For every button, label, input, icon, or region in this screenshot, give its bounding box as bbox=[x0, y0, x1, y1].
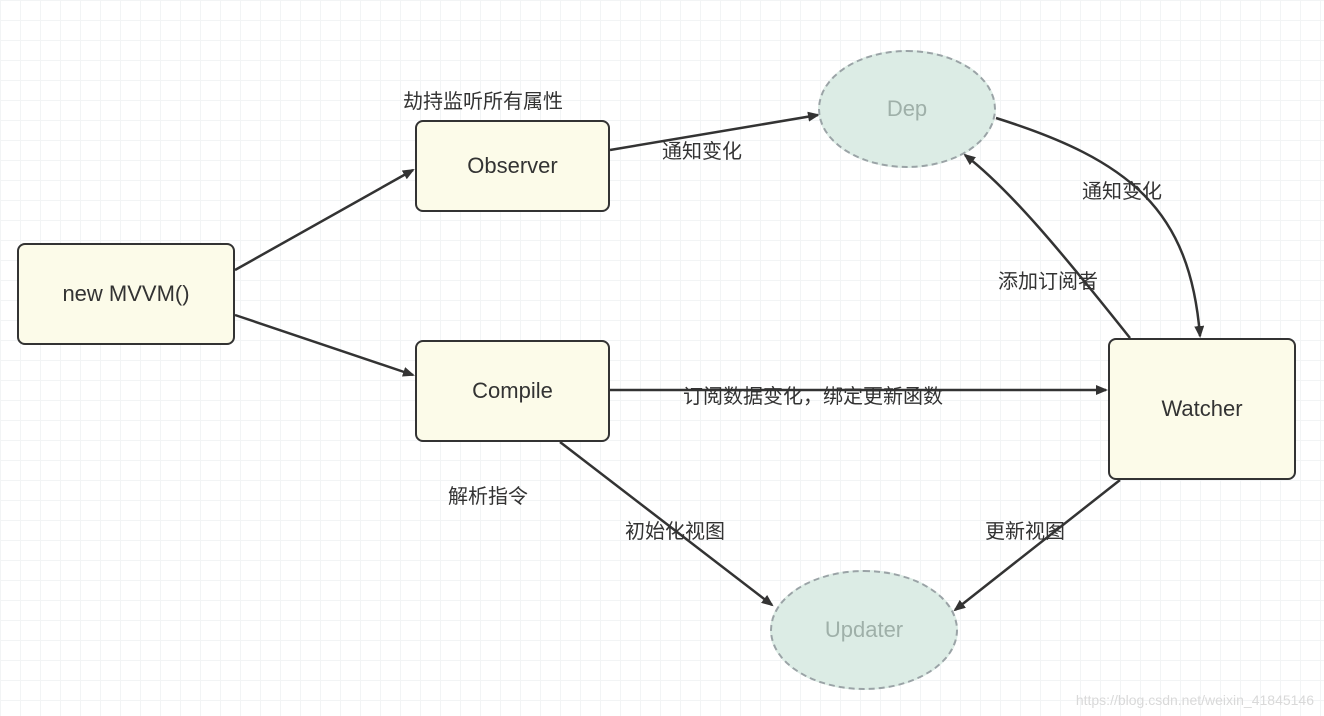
node-dep-label: Dep bbox=[887, 96, 927, 122]
node-updater: Updater bbox=[770, 570, 958, 690]
node-observer-label: Observer bbox=[467, 153, 557, 179]
node-compile-label: Compile bbox=[472, 378, 553, 404]
edge-mvvm-observer bbox=[235, 170, 413, 270]
label-notify-change-1: 通知变化 bbox=[662, 135, 742, 164]
node-mvvm-label: new MVVM() bbox=[62, 281, 189, 307]
node-mvvm: new MVVM() bbox=[17, 243, 235, 345]
label-subscribe: 订阅数据变化，绑定更新函数 bbox=[683, 380, 943, 409]
label-init-view: 初始化视图 bbox=[625, 515, 725, 544]
edge-watcher-updater bbox=[955, 480, 1120, 610]
node-compile: Compile bbox=[415, 340, 610, 442]
label-parse: 解析指令 bbox=[448, 480, 528, 509]
edge-dep-watcher bbox=[996, 118, 1200, 336]
watermark: https://blog.csdn.net/weixin_41845146 bbox=[1076, 692, 1314, 708]
node-dep: Dep bbox=[818, 50, 996, 168]
label-observer-title: 劫持监听所有属性 bbox=[403, 85, 563, 114]
label-update-view: 更新视图 bbox=[985, 515, 1065, 544]
label-add-subscriber: 添加订阅者 bbox=[998, 265, 1098, 294]
label-notify-change-2: 通知变化 bbox=[1082, 175, 1162, 204]
edge-mvvm-compile bbox=[235, 315, 413, 375]
node-watcher: Watcher bbox=[1108, 338, 1296, 480]
node-watcher-label: Watcher bbox=[1161, 396, 1242, 422]
node-updater-label: Updater bbox=[825, 617, 903, 643]
node-observer: Observer bbox=[415, 120, 610, 212]
